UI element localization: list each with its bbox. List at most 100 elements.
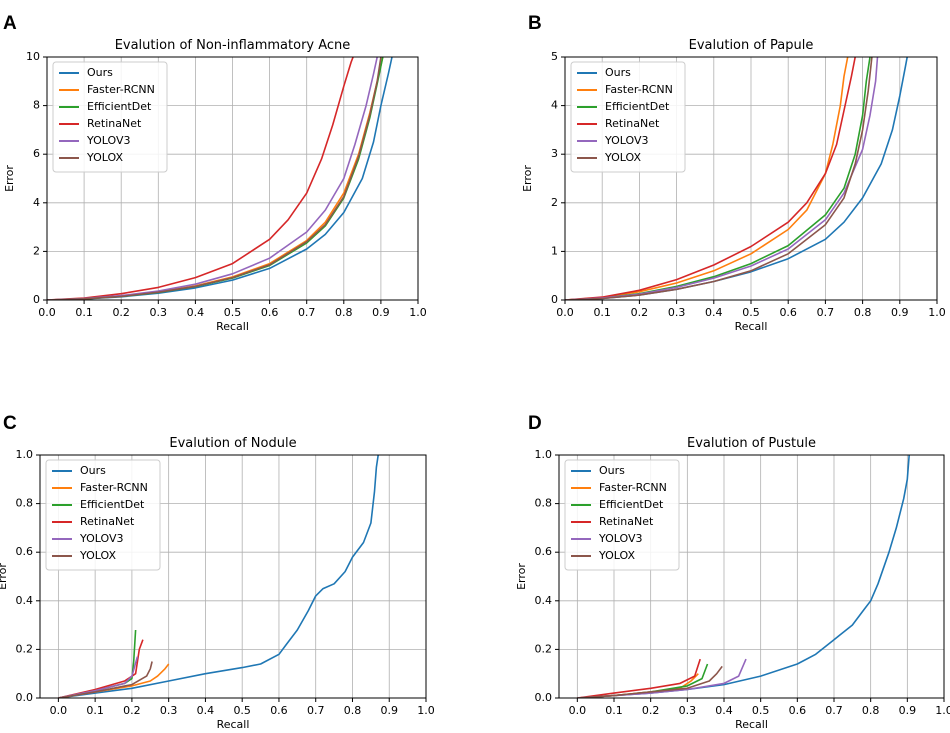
x-axis-label: Recall <box>735 718 768 731</box>
chart-panel-a: A Evalution of Non-inflammatory Acne 0.0 0.… <box>3 13 427 333</box>
x-tick-label: 0.4 <box>197 704 215 717</box>
y-tick-label: 0.2 <box>16 642 34 655</box>
x-tick-label: 0.1 <box>593 306 611 319</box>
y-tick-label: 0.6 <box>16 545 34 558</box>
x-tick-label: 0.7 <box>298 306 316 319</box>
legend-label: EfficientDet <box>80 498 145 511</box>
legend-label: RetinaNet <box>80 515 135 528</box>
x-tick-label: 0.3 <box>160 704 178 717</box>
legend: Ours Faster-RCNN EfficientDet RetinaNet YOLO… <box>45 459 161 571</box>
x-tick-label: 0.2 <box>123 704 141 717</box>
x-tick-label: 0.8 <box>335 306 353 319</box>
x-tick-label: 0.5 <box>742 306 760 319</box>
x-tick-label: 0.0 <box>569 704 587 717</box>
x-tick-label: 0.2 <box>631 306 649 319</box>
x-tick-label: 0.1 <box>86 704 104 717</box>
y-tick-label: 10 <box>26 50 40 63</box>
x-tick-label: 0.9 <box>380 704 398 717</box>
legend-label: Faster-RCNN <box>599 481 667 494</box>
panel-letter: C <box>3 413 17 434</box>
y-tick-label: 0.2 <box>535 642 553 655</box>
axes-frame <box>46 56 419 301</box>
x-tick-label: 0.9 <box>899 704 917 717</box>
y-tick-label: 0 <box>551 293 558 306</box>
y-tick-label: 0.8 <box>535 497 553 510</box>
panel-letter: A <box>3 13 17 34</box>
series-line-retinanet <box>577 658 701 698</box>
x-tick-label: 0.0 <box>38 306 56 319</box>
y-tick-label: 0.4 <box>535 594 553 607</box>
x-tick-label: 0.4 <box>187 306 205 319</box>
x-tick-label: 0.4 <box>715 704 733 717</box>
y-tick-label: 0 <box>33 293 40 306</box>
x-tick-label: 1.0 <box>409 306 427 319</box>
y-tick-label: 1.0 <box>535 448 553 461</box>
x-tick-label: 0.2 <box>642 704 660 717</box>
legend-label: Faster-RCNN <box>87 83 155 96</box>
legend-label: Faster-RCNN <box>80 481 148 494</box>
series-line-yolox <box>565 56 873 300</box>
x-axis-label: Recall <box>217 718 250 731</box>
legend: Ours Faster-RCNN EfficientDet RetinaNet YOLO… <box>564 459 680 571</box>
legend-box <box>570 61 686 173</box>
x-tick-label: 0.7 <box>307 704 325 717</box>
series-line-retinanet <box>47 56 354 300</box>
chart-title: Evalution of Nodule <box>169 436 296 451</box>
series-line-yolox <box>577 665 723 698</box>
x-tick-label: 0.2 <box>112 306 130 319</box>
x-tick-label: 1.0 <box>417 704 435 717</box>
x-tick-label: 0.8 <box>854 306 872 319</box>
series-line-yolox <box>47 56 382 300</box>
legend-label: YOLOV3 <box>86 134 131 147</box>
chart-title: Evalution of Pustule <box>687 436 816 451</box>
legend-label: YOLOV3 <box>598 532 643 545</box>
y-tick-label: 0.8 <box>16 497 34 510</box>
x-tick-label: 0.8 <box>344 704 362 717</box>
series-line-yolov3 <box>47 56 378 300</box>
legend-label: YOLOV3 <box>604 134 649 147</box>
y-axis-label: Error <box>515 563 528 590</box>
legend-label: RetinaNet <box>87 117 142 130</box>
chart-panel-d: D Evalution of Pustule 0.0 0.1 0.2 0.3 0.4 0.5 0… <box>515 413 950 731</box>
chart-panel-b: B Evalution of Papule 0.0 0.1 0.2 0.3 0.4 0.5 0.… <box>521 13 946 333</box>
y-tick-label: 5 <box>551 50 558 63</box>
x-tick-label: 0.8 <box>862 704 880 717</box>
y-tick-label: 6 <box>33 147 40 160</box>
panel-letter: B <box>528 13 542 34</box>
legend-label: YOLOV3 <box>79 532 124 545</box>
x-tick-label: 0.3 <box>668 306 686 319</box>
x-tick-label: 0.5 <box>233 704 251 717</box>
y-tick-label: 2 <box>33 244 40 257</box>
panel-letter: D <box>528 413 542 434</box>
series-line-yolov3 <box>577 658 747 698</box>
legend-label: EfficientDet <box>599 498 664 511</box>
y-tick-label: 8 <box>33 99 40 112</box>
y-tick-label: 0.4 <box>16 594 34 607</box>
axes-frame <box>558 454 945 699</box>
legend-label: EfficientDet <box>87 100 152 113</box>
legend-label: EfficientDet <box>605 100 670 113</box>
x-axis-label: Recall <box>735 320 768 333</box>
y-tick-label: 1.0 <box>16 448 34 461</box>
legend-label: Ours <box>599 464 625 477</box>
legend-label: YOLOX <box>79 549 116 562</box>
y-tick-label: 0.6 <box>535 545 553 558</box>
x-tick-label: 0.5 <box>224 306 242 319</box>
legend-label: YOLOX <box>598 549 635 562</box>
x-tick-label: 0.9 <box>372 306 390 319</box>
legend-label: YOLOX <box>604 151 641 164</box>
series-line-ours <box>58 454 379 698</box>
legend-label: RetinaNet <box>599 515 654 528</box>
x-tick-label: 0.1 <box>75 306 93 319</box>
legend-label: Ours <box>87 66 113 79</box>
x-tick-label: 0.9 <box>891 306 909 319</box>
y-tick-label: 1 <box>551 244 558 257</box>
y-tick-label: 0.0 <box>535 691 553 704</box>
x-tick-label: 0.6 <box>779 306 797 319</box>
legend-box <box>45 459 161 571</box>
axes-frame <box>39 454 427 699</box>
series-line-retinanet <box>565 56 856 300</box>
axes-frame <box>564 56 938 301</box>
legend: Ours Faster-RCNN EfficientDet RetinaNet YOLO… <box>52 61 168 173</box>
